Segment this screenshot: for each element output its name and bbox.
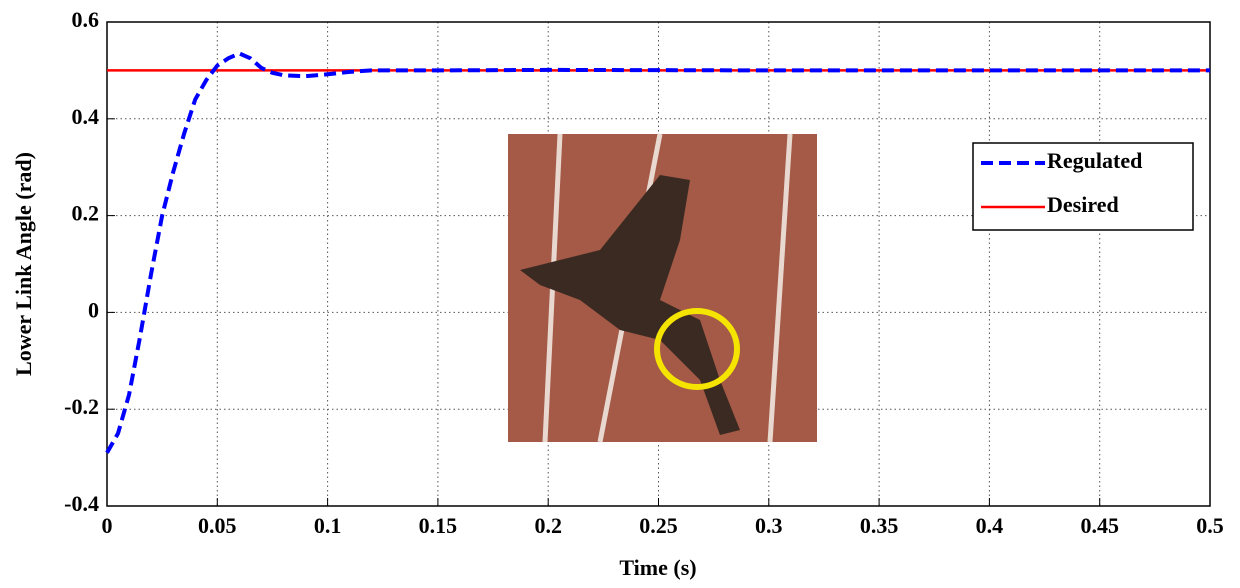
y-tick-label: -0.4 <box>64 491 99 516</box>
page: {"chart_data": {"type": "line", "x_label… <box>0 0 1240 588</box>
x-tick-label: 0.2 <box>534 513 562 538</box>
x-tick-label: 0.25 <box>639 513 678 538</box>
x-tick-label: 0.1 <box>314 513 342 538</box>
y-axis-label: Lower Link Angle (rad) <box>11 152 36 376</box>
legend-label: Desired <box>1047 192 1119 217</box>
x-tick-label: 0.45 <box>1080 513 1119 538</box>
y-tick-label: -0.2 <box>64 394 99 419</box>
x-tick-label: 0.15 <box>419 513 458 538</box>
legend-label: Regulated <box>1047 148 1142 173</box>
x-tick-label: 0.05 <box>198 513 237 538</box>
chart: Time (s) Lower Link Angle (rad) 0 0.05 0.1… <box>0 0 1240 588</box>
x-tick-label: 0.5 <box>1196 513 1224 538</box>
y-tick-label: 0.6 <box>72 7 100 32</box>
x-tick-label: 0.35 <box>860 513 899 538</box>
x-tick-label: 0.4 <box>976 513 1004 538</box>
y-tick-label: 0 <box>88 297 99 322</box>
y-tick-label: 0.2 <box>72 201 100 226</box>
inset-photo <box>508 134 817 442</box>
x-axis-label: Time (s) <box>619 555 696 580</box>
y-tick-label: 0.4 <box>72 104 100 129</box>
x-tick-label: 0 <box>102 513 113 538</box>
x-tick-label: 0.3 <box>755 513 783 538</box>
